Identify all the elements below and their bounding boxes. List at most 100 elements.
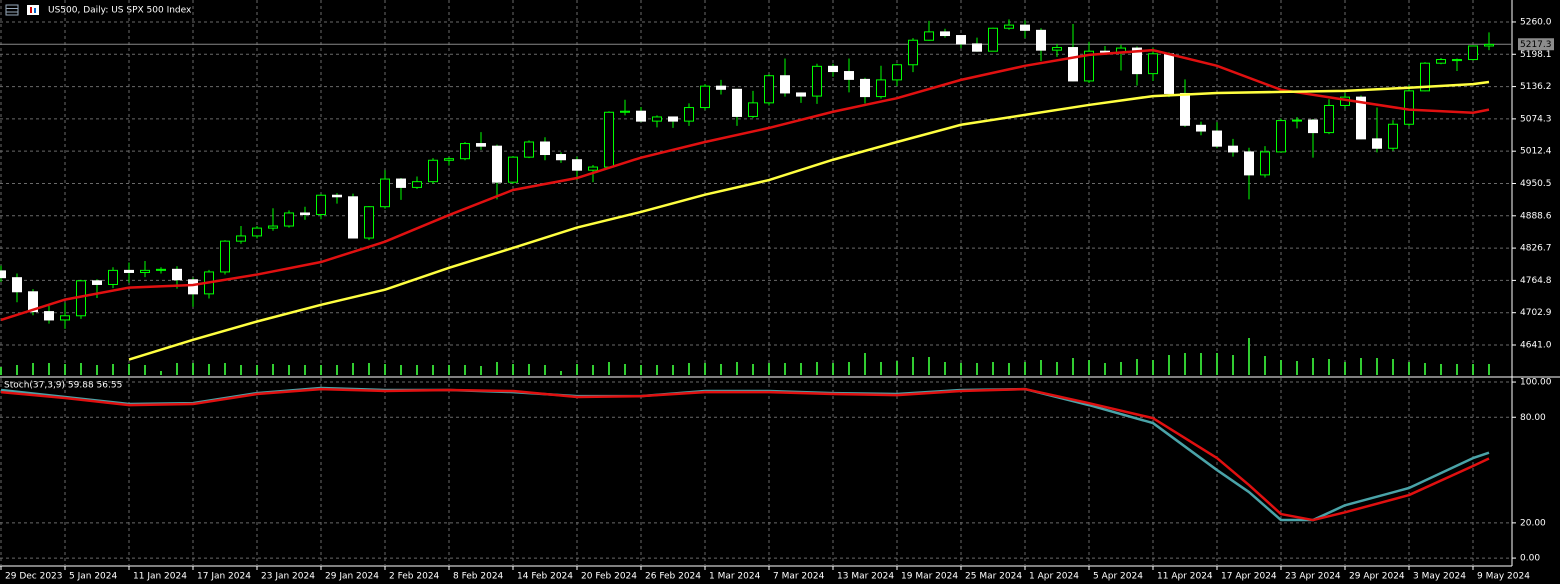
y-tick-label: 5198.1 [1520, 50, 1552, 60]
candle-body [348, 196, 358, 239]
y-tick-label: 100.00 [1520, 378, 1552, 388]
moving-average [0, 48, 1490, 322]
x-tick-label: 11 Apr 2024 [1157, 572, 1213, 582]
x-tick-label: 19 Mar 2024 [901, 572, 958, 582]
candle-body [796, 92, 806, 97]
candle-body [1356, 96, 1366, 140]
x-tick-label: 11 Jan 2024 [133, 572, 187, 582]
candle-body [396, 178, 406, 188]
candle-body [156, 268, 166, 271]
candle-body [1404, 90, 1414, 125]
candle-body [1372, 138, 1382, 149]
candle-body [380, 178, 390, 208]
candle-body [12, 277, 22, 293]
y-tick-label: 5012.4 [1520, 147, 1552, 157]
y-tick-label: 5074.3 [1520, 114, 1552, 124]
candle-body [1020, 24, 1030, 31]
candle-body [1244, 151, 1254, 176]
candle-body [604, 111, 614, 168]
candle-body [668, 116, 678, 122]
icon [5, 4, 19, 16]
y-tick-label: 4950.5 [1520, 179, 1552, 189]
candle-body [1100, 50, 1110, 53]
icon [30, 7, 32, 13]
candle-body [444, 158, 454, 161]
x-tick-label: 26 Feb 2024 [645, 572, 701, 582]
y-tick-label: 0.00 [1520, 554, 1540, 564]
candle-body [1196, 124, 1206, 132]
candle-body [428, 159, 438, 183]
candle-body [460, 143, 470, 160]
candle-body [908, 39, 918, 66]
x-tick-label: 8 Feb 2024 [453, 572, 504, 582]
candle-body [764, 75, 774, 104]
candle-body [92, 280, 102, 285]
candle-body [1052, 47, 1062, 51]
x-tick-label: 9 May 2024 [1477, 572, 1530, 582]
candle-body [1436, 59, 1446, 64]
candle-body [268, 225, 278, 229]
candle-body [44, 311, 54, 321]
candle-body [652, 116, 662, 122]
candle-body [1308, 119, 1318, 134]
candle-body [892, 64, 902, 81]
candle-body [60, 315, 70, 321]
x-tick-label: 29 Dec 2023 [5, 572, 63, 582]
candle-body [1084, 50, 1094, 82]
candle-body [972, 43, 982, 52]
candle-body [1132, 47, 1142, 75]
y-tick-label: 4888.6 [1520, 211, 1552, 221]
candle-body [828, 65, 838, 73]
candle-body [732, 88, 742, 117]
candle-body [572, 159, 582, 171]
candle-body [588, 166, 598, 171]
candle-body [956, 35, 966, 45]
candle-body [1468, 45, 1478, 61]
main-pane [0, 0, 1512, 376]
candle-body [236, 235, 246, 242]
candle-body [924, 31, 934, 41]
candle-body [0, 270, 6, 279]
candle-body [620, 110, 630, 113]
candle-body [780, 75, 790, 94]
candle-body [524, 141, 534, 158]
candle-body [1164, 53, 1174, 94]
candle-body [844, 71, 854, 80]
candle-body [172, 268, 182, 281]
y-tick-label: 5260.0 [1520, 17, 1552, 27]
candle-body [1068, 47, 1078, 82]
x-tick-label: 23 Jan 2024 [261, 572, 315, 582]
candle-body [412, 181, 422, 188]
candle-body [540, 141, 550, 156]
candle-body [1212, 130, 1222, 147]
candle-body [508, 156, 518, 183]
x-tick-label: 29 Jan 2024 [325, 572, 379, 582]
candle-body [188, 279, 198, 295]
candle-body [284, 212, 294, 227]
candle-body [812, 65, 822, 97]
y-tick-label: 80.00 [1520, 413, 1546, 423]
candle-body [1388, 123, 1398, 149]
candle-body [876, 79, 886, 98]
candle-body [1260, 151, 1270, 176]
x-tick-label: 13 Mar 2024 [837, 572, 894, 582]
candle-body [940, 31, 950, 37]
x-tick-label: 1 Mar 2024 [709, 572, 761, 582]
icon [34, 8, 36, 13]
x-tick-label: 1 Apr 2024 [1029, 572, 1079, 582]
candle-body [252, 227, 262, 237]
candle-body [636, 110, 646, 122]
y-tick-label: 5136.2 [1520, 82, 1552, 92]
icon [27, 5, 39, 15]
candle-body [860, 78, 870, 98]
moving-average [128, 80, 1490, 361]
x-tick-label: 14 Feb 2024 [517, 572, 573, 582]
candle-body [748, 102, 758, 117]
x-tick-label: 2 Feb 2024 [389, 572, 440, 582]
x-tick-label: 23 Apr 2024 [1285, 572, 1341, 582]
candle-body [332, 194, 342, 198]
candle-body [988, 27, 998, 52]
last-price-label: 5217.3 [1520, 40, 1552, 50]
x-tick-label: 3 May 2024 [1413, 572, 1466, 582]
